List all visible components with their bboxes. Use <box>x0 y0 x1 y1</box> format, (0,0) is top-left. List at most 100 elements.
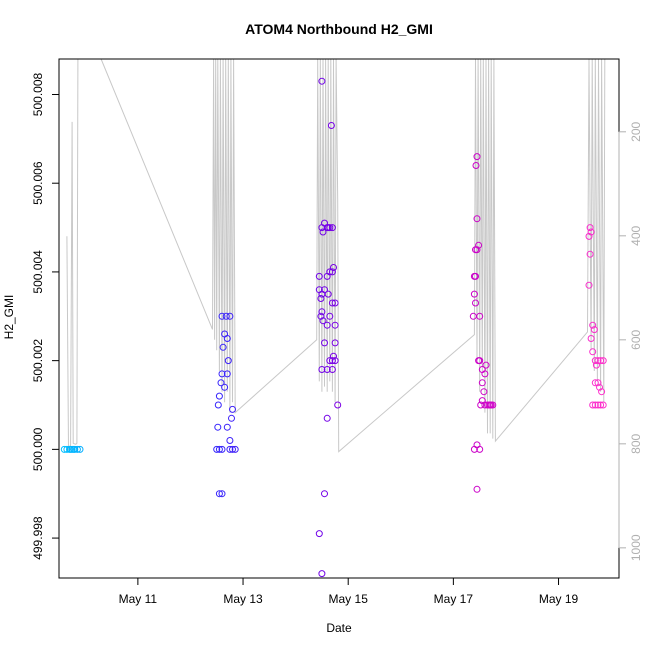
data-point <box>475 241 483 249</box>
data-point <box>330 352 337 360</box>
data-point <box>489 401 497 409</box>
data-point <box>328 366 336 373</box>
data-point <box>473 215 481 223</box>
y-tick-label: 500.008 <box>31 72 45 116</box>
data-point <box>221 383 229 391</box>
data-point <box>321 339 328 347</box>
y-tick-label: 499.998 <box>31 516 45 560</box>
data-point <box>226 437 234 444</box>
data-point <box>597 357 605 365</box>
data-point <box>70 445 78 453</box>
data-point <box>334 401 342 409</box>
data-point <box>218 490 226 498</box>
data-point <box>223 370 231 378</box>
data-point <box>596 383 603 391</box>
y-tick-label: 500.004 <box>31 250 45 294</box>
data-point <box>328 299 336 307</box>
data-point <box>226 312 234 320</box>
x-tick-label: May 13 <box>223 592 263 606</box>
data-point <box>315 272 323 280</box>
data-point <box>330 264 337 271</box>
data-point <box>223 423 231 431</box>
data-point <box>594 401 602 409</box>
data-point <box>473 441 481 449</box>
y-axis-secondary: 200 400 600 800 1000 <box>618 121 643 561</box>
data-point <box>331 321 339 329</box>
y2-tick-label: 1000 <box>629 534 643 561</box>
data-point <box>229 405 236 413</box>
y-tick-label: 500.002 <box>31 339 45 383</box>
data-point <box>327 122 335 129</box>
data-point <box>598 388 606 396</box>
data-point <box>473 246 481 254</box>
data-point <box>214 423 222 431</box>
data-point <box>224 357 232 365</box>
data-point <box>321 490 328 498</box>
data-point <box>315 530 323 538</box>
data-point <box>473 485 481 493</box>
data-point <box>328 224 336 232</box>
data-point <box>218 370 226 378</box>
data-point <box>73 445 81 453</box>
data-point <box>586 250 594 258</box>
secondary-series-layer <box>66 58 606 453</box>
data-point <box>326 312 334 320</box>
data-point <box>229 445 236 453</box>
data-point <box>331 299 339 307</box>
data-point <box>222 312 230 320</box>
data-point <box>477 401 485 409</box>
data-point <box>324 290 332 298</box>
data-point <box>589 401 597 409</box>
y2-tick-label: 200 <box>629 121 643 141</box>
data-point <box>586 224 594 232</box>
data-point <box>585 232 593 240</box>
data-point <box>217 379 225 387</box>
y2-tick-label: 400 <box>629 225 643 245</box>
data-point <box>599 357 607 365</box>
data-point <box>226 445 234 453</box>
data-point <box>214 401 222 409</box>
data-point <box>594 379 602 387</box>
plot-frame <box>58 58 620 579</box>
data-point <box>472 299 479 307</box>
data-point <box>63 445 71 453</box>
data-point <box>599 401 607 409</box>
data-point <box>218 312 226 320</box>
data-point <box>67 445 75 453</box>
data-point <box>213 445 221 453</box>
data-point <box>470 290 478 298</box>
data-point <box>228 414 235 422</box>
data-point <box>590 326 598 334</box>
data-point <box>591 357 599 365</box>
data-point <box>331 357 339 365</box>
y-axis: 499.998 500.000 500.002 500.004 500.006 500.0… <box>31 72 60 560</box>
data-point <box>318 77 326 85</box>
data-point <box>476 312 484 320</box>
data-point <box>215 445 223 453</box>
y2-tick-label: 800 <box>629 433 643 453</box>
chart-title: ATOM4 Northbound H2_GMI <box>245 21 433 37</box>
data-point <box>326 357 334 365</box>
data-point <box>597 401 605 409</box>
data-point <box>318 366 326 373</box>
points-layer <box>60 77 607 578</box>
data-point <box>328 268 336 276</box>
data-point <box>317 295 325 302</box>
data-point <box>331 339 339 347</box>
data-point <box>472 162 480 169</box>
x-tick-label: May 19 <box>539 592 579 606</box>
data-point <box>589 348 597 356</box>
data-point <box>482 361 490 369</box>
data-point <box>218 445 226 453</box>
y-axis-label: H2_GMI <box>2 295 16 340</box>
data-point <box>328 357 336 365</box>
data-point <box>594 357 602 365</box>
data-point <box>318 308 326 316</box>
data-point <box>215 392 223 400</box>
data-point <box>317 312 325 320</box>
data-point <box>478 379 486 387</box>
data-point <box>469 312 477 320</box>
y-tick-label: 500.000 <box>31 427 45 471</box>
secondary-series-line <box>66 58 606 453</box>
